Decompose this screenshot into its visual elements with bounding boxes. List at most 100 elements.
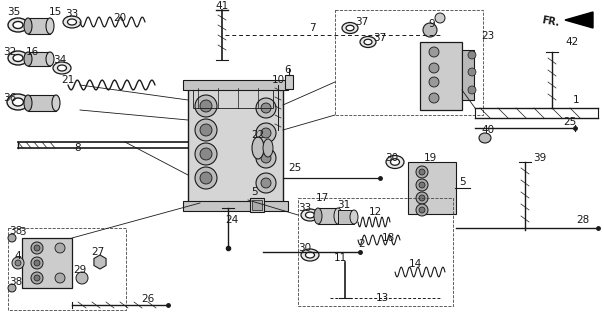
Ellipse shape <box>263 139 273 157</box>
Text: 7: 7 <box>309 23 315 33</box>
Ellipse shape <box>8 18 28 32</box>
Ellipse shape <box>306 212 315 218</box>
Text: 28: 28 <box>576 215 590 225</box>
Text: 5: 5 <box>458 177 465 187</box>
Circle shape <box>200 100 212 112</box>
Text: 2: 2 <box>359 239 365 249</box>
Text: 30: 30 <box>298 243 312 253</box>
Circle shape <box>195 143 217 165</box>
Bar <box>408 162 456 214</box>
Circle shape <box>419 207 425 213</box>
Text: 3: 3 <box>19 227 25 237</box>
Circle shape <box>8 234 16 242</box>
Bar <box>252 200 262 210</box>
Circle shape <box>34 275 40 281</box>
Text: 8: 8 <box>75 143 82 153</box>
Text: 14: 14 <box>408 259 422 269</box>
Ellipse shape <box>24 18 32 34</box>
Ellipse shape <box>346 25 354 31</box>
Ellipse shape <box>24 52 32 66</box>
Text: 17: 17 <box>315 193 329 203</box>
Text: 27: 27 <box>91 247 104 257</box>
Text: 25: 25 <box>288 163 301 173</box>
Ellipse shape <box>46 18 54 34</box>
Circle shape <box>416 166 428 178</box>
Text: 23: 23 <box>481 31 495 41</box>
Circle shape <box>468 68 476 76</box>
Bar <box>250 198 264 212</box>
Circle shape <box>200 148 212 160</box>
Circle shape <box>34 260 40 266</box>
Ellipse shape <box>46 52 54 66</box>
Text: 32: 32 <box>4 47 17 57</box>
Bar <box>28 95 56 111</box>
Text: 30: 30 <box>385 153 399 163</box>
Ellipse shape <box>350 210 358 224</box>
Circle shape <box>15 260 21 266</box>
Circle shape <box>31 242 43 254</box>
Text: 13: 13 <box>375 293 388 303</box>
Circle shape <box>195 119 217 141</box>
Circle shape <box>34 245 40 251</box>
Text: 16: 16 <box>25 47 39 57</box>
Circle shape <box>256 148 276 168</box>
Text: 20: 20 <box>114 13 127 23</box>
Ellipse shape <box>57 65 66 71</box>
Circle shape <box>429 63 439 73</box>
Circle shape <box>256 98 276 118</box>
Text: 11: 11 <box>333 253 347 263</box>
Text: 29: 29 <box>73 265 86 275</box>
Text: 31: 31 <box>338 200 351 210</box>
Text: 12: 12 <box>368 207 382 217</box>
Ellipse shape <box>301 249 319 261</box>
Text: 38: 38 <box>10 277 22 287</box>
Bar <box>335 10 483 115</box>
Ellipse shape <box>360 36 376 47</box>
Circle shape <box>419 195 425 201</box>
Text: 37: 37 <box>373 33 387 43</box>
Text: 10: 10 <box>271 75 284 85</box>
Circle shape <box>261 128 271 138</box>
Circle shape <box>261 103 271 113</box>
Circle shape <box>468 51 476 59</box>
Circle shape <box>419 169 425 175</box>
Ellipse shape <box>63 16 81 28</box>
Text: 38: 38 <box>10 226 22 236</box>
Bar <box>298 198 453 306</box>
Circle shape <box>8 284 16 292</box>
Bar <box>8 228 126 310</box>
Circle shape <box>76 272 88 284</box>
Text: 33: 33 <box>298 203 312 213</box>
Circle shape <box>195 95 217 117</box>
Bar <box>193 90 273 108</box>
Ellipse shape <box>52 95 60 111</box>
Circle shape <box>200 172 212 184</box>
Circle shape <box>435 13 445 23</box>
Bar <box>183 80 288 90</box>
Ellipse shape <box>306 252 315 258</box>
Text: 40: 40 <box>481 125 495 135</box>
Text: 1: 1 <box>573 95 579 105</box>
Circle shape <box>31 257 43 269</box>
Circle shape <box>31 272 43 284</box>
Ellipse shape <box>24 95 32 111</box>
Bar <box>462 50 474 100</box>
Ellipse shape <box>342 22 358 34</box>
Ellipse shape <box>479 133 491 143</box>
Circle shape <box>416 179 428 191</box>
Circle shape <box>261 178 271 188</box>
Ellipse shape <box>13 98 24 106</box>
Ellipse shape <box>301 209 319 221</box>
Circle shape <box>55 273 65 283</box>
Ellipse shape <box>13 54 23 61</box>
Ellipse shape <box>364 39 372 45</box>
Circle shape <box>429 77 439 87</box>
Circle shape <box>55 243 65 253</box>
Text: 19: 19 <box>423 153 437 163</box>
Text: FR.: FR. <box>541 15 561 28</box>
Circle shape <box>416 192 428 204</box>
Circle shape <box>429 93 439 103</box>
Bar <box>420 42 462 110</box>
Text: 36: 36 <box>4 93 17 103</box>
Text: 24: 24 <box>225 215 239 225</box>
